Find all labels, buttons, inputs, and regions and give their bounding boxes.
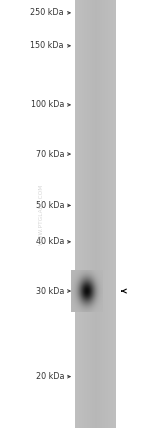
Text: 250 kDa: 250 kDa	[30, 8, 64, 18]
Text: 100 kDa: 100 kDa	[31, 100, 64, 110]
Text: 40 kDa: 40 kDa	[36, 237, 64, 247]
Text: 70 kDa: 70 kDa	[36, 149, 64, 159]
Text: 50 kDa: 50 kDa	[36, 201, 64, 210]
Text: 150 kDa: 150 kDa	[30, 41, 64, 51]
Text: 30 kDa: 30 kDa	[36, 286, 64, 296]
Text: 20 kDa: 20 kDa	[36, 372, 64, 381]
Text: WWW.PTGLABC.COM: WWW.PTGLABC.COM	[39, 183, 44, 245]
